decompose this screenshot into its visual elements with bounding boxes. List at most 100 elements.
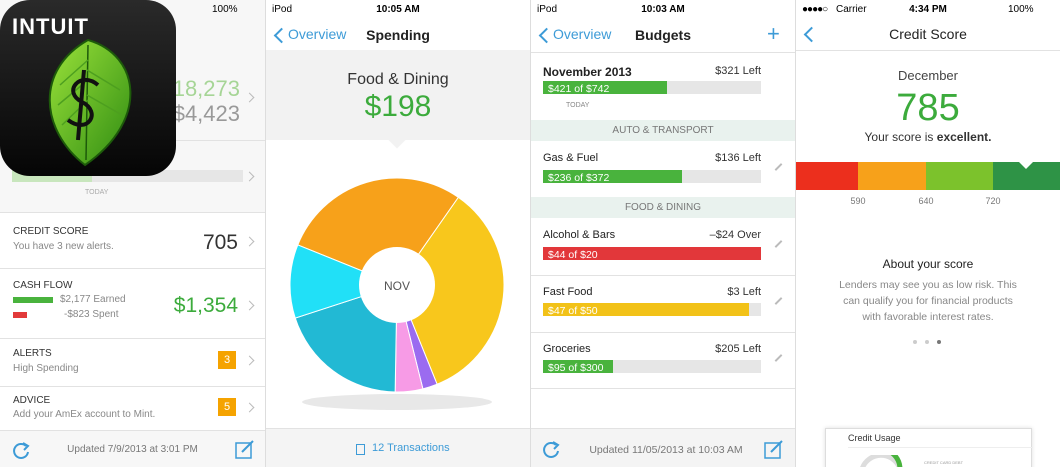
budget-fill [543,360,613,373]
add-button[interactable]: + [767,21,780,46]
divider [795,0,796,467]
badge: 5 [218,398,236,416]
budget-name: Gas & Fuel [543,152,599,164]
budget-row[interactable]: Alcohol & Bars –$24 Over $44 of $20 [531,218,795,275]
net-worth: 18,273 [172,76,240,101]
row-title: CASH FLOW [13,280,73,291]
credit-score-row[interactable]: CREDIT SCORE You have 3 new alerts. 705 [0,213,265,268]
budget-bar: $95 of $300 [543,360,761,374]
budget-bar: $421 of $742 [543,81,761,95]
card-caption: CREDIT CARD DEBT [924,460,964,465]
scale-label: 720 [985,196,1001,206]
card-title: Credit Usage [848,433,901,443]
separator [531,52,795,53]
amount: $198 [364,90,432,123]
chevron [244,236,255,247]
separator [0,430,265,431]
alerts-row[interactable]: ALERTS High Spending 3 [0,339,265,386]
row-subtitle: High Spending [13,363,79,374]
page-dot[interactable] [913,340,917,344]
about-line: can qualify you for financial products [843,295,1013,307]
debt: $4,423 [172,101,240,126]
edit-icon[interactable] [774,163,783,171]
separator [0,212,265,213]
month: December [898,68,958,83]
compose-button[interactable] [763,439,785,461]
updated-label: Updated 11/05/2013 at 10:03 AM [589,444,743,456]
budget-name: Fast Food [543,286,593,298]
carrier: iPod [537,4,558,15]
compose-button[interactable] [234,439,256,461]
separator [796,50,1060,51]
pie-slice[interactable] [289,244,399,319]
pie-center-label: NOV [383,279,410,293]
refresh-button[interactable] [540,439,562,461]
edit-icon[interactable] [774,297,783,305]
budget-name: Alcohol & Bars [543,229,616,241]
screen-title: Spending [366,27,430,43]
updated-label: Updated 7/9/2013 at 3:01 PM [67,444,198,455]
transactions-button[interactable]: 12 Transactions [266,428,530,467]
budget-bar: $236 of $372 [543,170,761,184]
pie-chart [289,177,505,410]
earned-bar [13,297,53,303]
budget-bar-label: $47 of $50 [548,305,598,317]
signal: ●●●●○ [802,4,828,15]
budget-fill [543,81,667,94]
row-value: 705 [202,231,238,254]
spent-bar [13,312,27,318]
refresh-button[interactable] [10,440,32,462]
cash-flow-row[interactable]: CASH FLOW $2,177 Earned -$823 Spent $1,3… [0,269,265,338]
pie-hole [359,247,435,323]
separator [531,275,795,276]
budget-bar-label: $95 of $300 [548,362,604,374]
brand: INTUIT [12,14,89,39]
back-button[interactable] [803,26,820,43]
scale-label: 640 [918,196,934,206]
transactions-label: 12 Transactions [372,442,450,454]
edit-icon[interactable] [774,354,783,362]
chevron [244,355,255,366]
time: 10:03 AM [641,4,685,15]
budget-row[interactable]: Fast Food $3 Left $47 of $50 [531,276,795,332]
budget-row[interactable]: Gas & Fuel $136 Left $236 of $372 [531,141,795,197]
time: 4:34 PM [909,4,947,15]
back-chevron [538,27,555,44]
list [0,212,265,430]
scale-fair [858,162,926,190]
separator [0,386,265,387]
earned: $2,177 Earned [60,294,126,305]
today-label: TODAY [85,189,109,196]
month-status: $321 Left [715,65,761,77]
budget-fill [543,303,749,316]
advice-row[interactable]: ADVICE Add your AmEx account to Mint. 5 [0,387,265,430]
back-chevron [273,27,290,44]
section-header: AUTO & TRANSPORT [531,120,795,141]
credit-usage-card[interactable]: Credit Usage CREDIT CARD DEBT [825,428,1033,467]
page-dot[interactable] [937,340,941,344]
separator [0,338,265,339]
budget-status: $205 Left [715,343,761,355]
score-marker [1019,162,1033,169]
spending-screen: iPod 10:05 AM Overview Spending Food & D… [266,0,530,467]
screen-title: Credit Score [889,26,967,42]
about-line: Lenders may see you as low risk. This [839,279,1017,291]
about-title: About your score [882,257,974,271]
budget-status: $136 Left [715,152,761,164]
budgets-screen: iPod 10:03 AM Overview Budgets + Novembe… [531,0,795,467]
carrier: Carrier [836,4,867,15]
row-value: $1,354 [173,294,238,317]
back-label: Overview [288,26,347,42]
budget-fill [543,170,682,183]
time: 10:05 AM [376,4,420,15]
edit-icon[interactable] [774,240,783,248]
about-line: with favorable interest rates. [862,311,994,323]
row-title: ADVICE [13,395,51,406]
scale-good [926,162,993,190]
footer: Updated 11/05/2013 at 10:03 AM [531,428,795,467]
budget-row[interactable]: Groceries $205 Left $95 of $300 [531,333,795,388]
scale-label: 590 [850,196,866,206]
page-dot[interactable] [925,340,929,344]
pie-slice[interactable] [396,196,505,385]
pie-slice[interactable] [297,177,460,286]
